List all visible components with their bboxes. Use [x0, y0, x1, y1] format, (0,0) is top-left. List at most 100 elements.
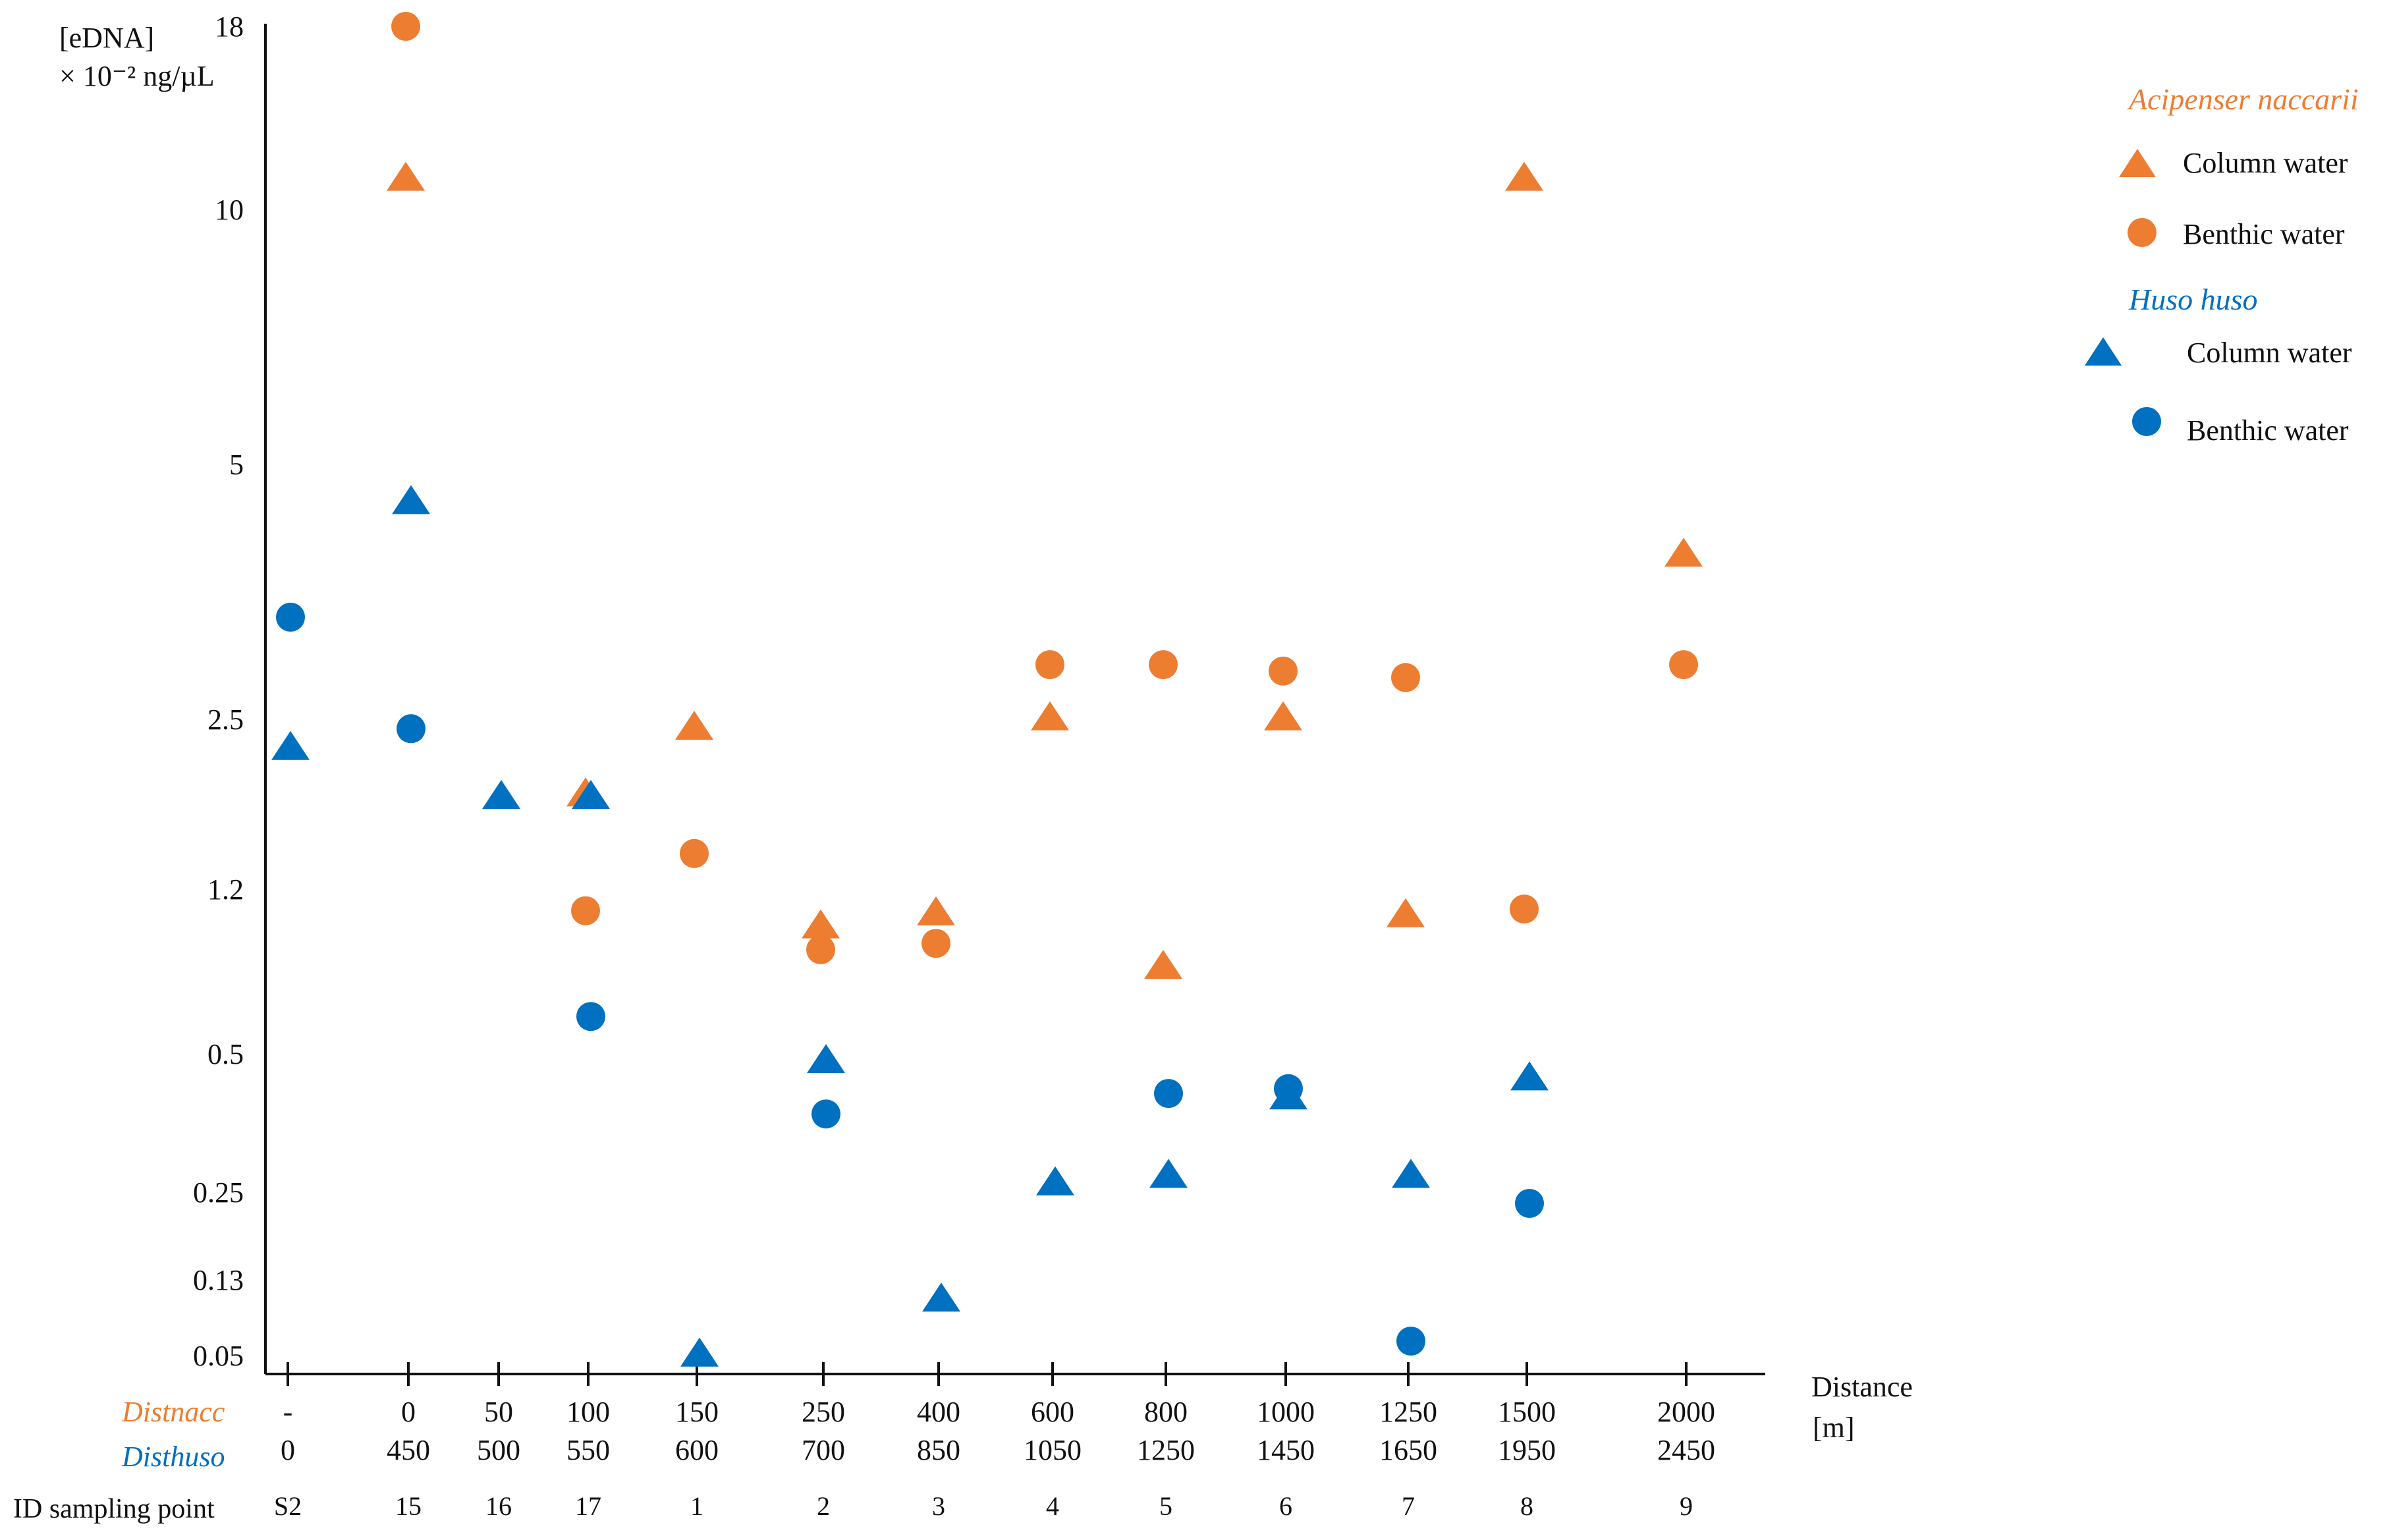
- x-tick-label-distnacc: 800: [1144, 1396, 1188, 1428]
- x-tick-label-sampling-id: 3: [932, 1491, 945, 1521]
- x-tick-label-sampling-id: 2: [817, 1491, 830, 1521]
- data-point-naccarii-column-3: [917, 896, 955, 925]
- data-point-naccarii-column-6: [1264, 701, 1302, 730]
- x-tick-label-sampling-id: 1: [690, 1491, 703, 1521]
- data-point-naccarii-benthic-5: [1149, 650, 1178, 680]
- x-tick-label-disthuso: 1950: [1498, 1434, 1556, 1466]
- y-axis-ticks: 18 10 5 2.5 1.2 0.5 0.25 0.13 0.05: [193, 11, 244, 1372]
- x-tick-label-disthuso: 0: [281, 1434, 295, 1466]
- legend-naccarii-benthic-label: Benthic water: [2183, 218, 2345, 250]
- data-point-huso-column-S2: [271, 730, 310, 760]
- y-axis-label-line2: × 10⁻² ng/µL: [59, 60, 215, 92]
- legend-huso-column-label: Column water: [2187, 337, 2352, 369]
- x-tick-label-sampling-id: 5: [1159, 1491, 1172, 1521]
- data-point-naccarii-column-4: [1031, 701, 1069, 730]
- x-tick-label-disthuso: 450: [387, 1434, 430, 1466]
- legend-huso-column-triangle-icon: [2085, 337, 2122, 366]
- data-point-huso-benthic-5: [1154, 1079, 1183, 1109]
- data-point-huso-benthic-17: [576, 1002, 605, 1031]
- data-point-naccarii-benthic-2: [806, 935, 835, 964]
- x-tick-label-disthuso: 700: [802, 1434, 845, 1466]
- data-point-huso-column-5: [1149, 1159, 1188, 1188]
- x-tick-label-disthuso: 1450: [1257, 1434, 1315, 1466]
- x-tick-label-distnacc: 50: [484, 1396, 513, 1428]
- data-point-naccarii-column-7: [1387, 898, 1425, 927]
- data-point-naccarii-column-15: [387, 161, 425, 191]
- data-point-naccarii-column-5: [1144, 950, 1182, 979]
- data-point-naccarii-benthic-3: [921, 929, 950, 958]
- x-tick-label-disthuso: 550: [566, 1434, 610, 1466]
- x-tick-label-sampling-id: 17: [575, 1491, 601, 1521]
- data-point-huso-benthic-7: [1396, 1327, 1425, 1356]
- x-tick-label-sampling-id: 4: [1046, 1491, 1059, 1521]
- x-tick-label-disthuso: 600: [675, 1434, 719, 1466]
- y-tick-label: 0.05: [193, 1340, 244, 1372]
- data-point-huso-column-3: [922, 1282, 960, 1312]
- data-point-huso-column-1: [680, 1337, 719, 1367]
- data-point-naccarii-benthic-6: [1269, 656, 1298, 686]
- data-point-naccarii-benthic-17: [571, 896, 600, 925]
- y-tick-label: 10: [215, 194, 244, 226]
- data-point-huso-benthic-6: [1274, 1074, 1303, 1103]
- row-label-id-sampling-point: ID sampling point: [13, 1494, 215, 1524]
- x-tick-label-distnacc: 0: [401, 1396, 416, 1428]
- data-markers: [271, 12, 1703, 1367]
- legend-huso-benthic-circle-icon: [2132, 407, 2161, 436]
- data-point-huso-column-16: [482, 780, 520, 810]
- x-tick-label-distnacc: 400: [917, 1396, 960, 1428]
- x-tick-label-sampling-id: S2: [274, 1491, 302, 1521]
- x-tick-label-disthuso: 2450: [1657, 1434, 1715, 1466]
- row-label-distnacc: Distnacc: [121, 1396, 225, 1428]
- data-point-huso-column-7: [1392, 1159, 1430, 1188]
- row-label-disthuso: Disthuso: [121, 1441, 225, 1473]
- y-tick-label: 5: [229, 449, 244, 481]
- data-point-huso-column-15: [392, 485, 430, 514]
- x-tick-label-disthuso: 1050: [1024, 1434, 1082, 1466]
- legend-naccarii-column-label: Column water: [2183, 147, 2348, 179]
- x-tick-label-distnacc: 1250: [1379, 1396, 1437, 1428]
- legend-naccarii-benthic-circle-icon: [2128, 218, 2157, 247]
- x-tick-label-sampling-id: 8: [1520, 1491, 1533, 1521]
- y-tick-label: 0.13: [193, 1264, 244, 1296]
- y-tick-label: 18: [215, 11, 244, 43]
- y-tick-label: 0.25: [193, 1176, 244, 1209]
- data-point-naccarii-column-1: [675, 711, 713, 740]
- data-point-huso-benthic-8: [1515, 1189, 1544, 1218]
- data-point-huso-column-17: [572, 780, 610, 810]
- x-axis-ticks: -0S2045015505001610055017150600125070024…: [274, 1362, 1715, 1521]
- legend-species-naccarii: Acipenser naccarii: [2127, 82, 2359, 116]
- legend-species-huso: Huso huso: [2128, 283, 2258, 316]
- x-tick-label-disthuso: 850: [917, 1434, 960, 1466]
- legend-huso-benthic-label: Benthic water: [2187, 414, 2349, 447]
- data-point-huso-benthic-S2: [276, 603, 305, 632]
- legend: Acipenser naccarii Column water Benthic …: [2085, 82, 2359, 447]
- data-point-naccarii-benthic-7: [1391, 663, 1420, 692]
- data-point-huso-benthic-2: [811, 1099, 840, 1129]
- data-point-huso-column-8: [1510, 1061, 1549, 1091]
- x-tick-label-distnacc: 1500: [1498, 1396, 1556, 1428]
- data-point-naccarii-benthic-4: [1035, 650, 1064, 680]
- x-tick-label-sampling-id: 6: [1279, 1491, 1292, 1521]
- data-point-naccarii-benthic-1: [680, 839, 709, 868]
- y-tick-label: 1.2: [207, 873, 244, 906]
- data-point-huso-benthic-15: [397, 714, 426, 744]
- x-tick-label-distnacc: 250: [802, 1396, 845, 1428]
- x-tick-label-disthuso: 1650: [1379, 1434, 1437, 1466]
- data-point-naccarii-benthic-8: [1510, 894, 1539, 924]
- x-tick-label-sampling-id: 16: [485, 1491, 512, 1521]
- x-tick-label-disthuso: 500: [477, 1434, 520, 1466]
- y-axis-label-line1: [eDNA]: [59, 22, 154, 54]
- data-point-huso-column-2: [807, 1044, 845, 1074]
- data-point-naccarii-column-9: [1664, 537, 1703, 567]
- x-tick-label-distnacc: 150: [675, 1396, 719, 1428]
- x-axis-title-line2: [m]: [1813, 1412, 1855, 1444]
- x-tick-label-distnacc: 100: [566, 1396, 610, 1428]
- y-tick-label: 0.5: [207, 1038, 244, 1070]
- x-tick-label-distnacc: -: [283, 1396, 293, 1428]
- x-tick-label-distnacc: 1000: [1257, 1396, 1315, 1428]
- data-point-huso-column-4: [1036, 1166, 1074, 1196]
- x-tick-label-sampling-id: 15: [395, 1491, 422, 1521]
- x-tick-label-sampling-id: 7: [1402, 1491, 1415, 1521]
- legend-naccarii-column-triangle-icon: [2119, 149, 2156, 177]
